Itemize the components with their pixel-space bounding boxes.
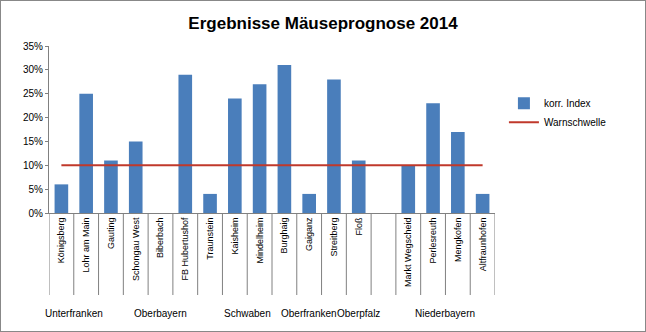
svg-text:Mengkofen: Mengkofen — [453, 218, 463, 263]
svg-text:Gaiganz: Gaiganz — [304, 217, 314, 251]
svg-text:Markt Wegscheid: Markt Wegscheid — [403, 218, 413, 287]
svg-text:Gauting: Gauting — [106, 218, 116, 250]
svg-text:35%: 35% — [23, 41, 43, 52]
svg-text:10%: 10% — [23, 160, 43, 171]
svg-text:Königsberg: Königsberg — [56, 218, 66, 264]
svg-text:Streitberg: Streitberg — [329, 218, 339, 257]
svg-text:20%: 20% — [23, 112, 43, 123]
svg-text:korr. Index: korr. Index — [544, 98, 591, 109]
svg-text:Schwaben: Schwaben — [224, 308, 271, 319]
svg-text:5%: 5% — [29, 184, 44, 195]
svg-text:Oberbayern: Oberbayern — [134, 308, 187, 319]
svg-text:Oberpfalz: Oberpfalz — [337, 308, 380, 319]
svg-text:Oberfranken: Oberfranken — [281, 308, 337, 319]
svg-text:Unterfranken: Unterfranken — [45, 308, 103, 319]
svg-text:0%: 0% — [29, 208, 44, 219]
svg-text:FB Hubertushof: FB Hubertushof — [180, 217, 190, 281]
svg-text:Altfraunhofen: Altfraunhofen — [478, 218, 488, 272]
svg-text:Floß: Floß — [354, 217, 364, 236]
svg-text:25%: 25% — [23, 88, 43, 99]
svg-text:Schongau West: Schongau West — [131, 217, 141, 281]
svg-text:Burghaig: Burghaig — [279, 218, 289, 254]
svg-text:Niederbayern: Niederbayern — [415, 308, 475, 319]
svg-text:Perlesreuth: Perlesreuth — [428, 218, 438, 264]
svg-text:Biberbach: Biberbach — [155, 218, 165, 259]
svg-text:Ergebnisse Mäuseprognose 2014: Ergebnisse Mäuseprognose 2014 — [188, 14, 458, 33]
svg-text:Kaisheim: Kaisheim — [230, 218, 240, 255]
svg-text:15%: 15% — [23, 136, 43, 147]
svg-text:Traunstein: Traunstein — [205, 218, 215, 260]
svg-text:Lohr am Main: Lohr am Main — [81, 218, 91, 273]
svg-text:Mindelheim: Mindelheim — [255, 218, 265, 264]
svg-text:30%: 30% — [23, 64, 43, 75]
svg-text:Warnschwelle: Warnschwelle — [544, 117, 606, 128]
